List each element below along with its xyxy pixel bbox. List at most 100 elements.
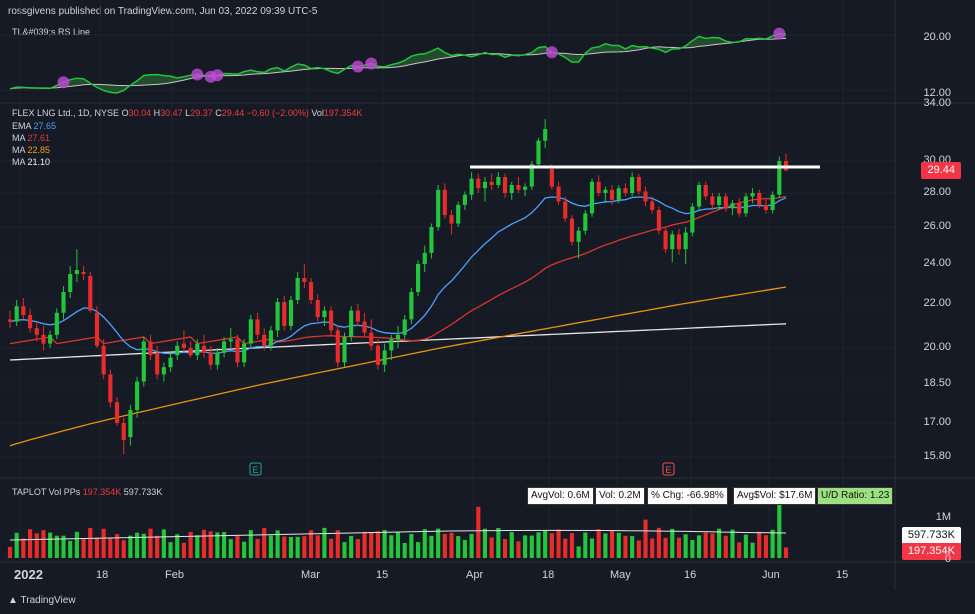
candle-body (155, 352, 160, 375)
candle (195, 339, 200, 360)
candle (609, 185, 615, 205)
volume-bar (609, 530, 615, 558)
candle-body (703, 185, 708, 197)
candle-body (308, 282, 314, 300)
candle (737, 198, 742, 217)
volume-bar (349, 535, 354, 558)
legend-low: 29.37 (190, 108, 213, 118)
rs-new-high-marker (365, 57, 378, 70)
volume-bar (329, 538, 334, 558)
candle-body (362, 321, 367, 333)
volume-bar (135, 532, 140, 558)
candle-body (395, 334, 401, 340)
volume-bar (603, 533, 608, 558)
volume-value: 197.354K (82, 487, 122, 497)
volume-bar (302, 536, 307, 558)
volume-bar (255, 538, 260, 558)
candle (221, 337, 227, 358)
price-tick: 34.00 (923, 97, 951, 109)
volume-bar (248, 530, 253, 558)
candle (710, 193, 715, 210)
candle-body (41, 334, 46, 344)
candle-body (449, 215, 454, 224)
candle-body (596, 181, 601, 193)
volume-bar (569, 533, 575, 558)
candle-body (409, 292, 414, 320)
rs-tick-20: 20.00 (923, 31, 951, 43)
candle (88, 272, 93, 313)
candle-body (342, 337, 347, 363)
legend-change: −0.60 (−2.00%) (246, 108, 309, 118)
candle-body (7, 319, 13, 322)
candle-body (696, 185, 702, 207)
candle (188, 341, 193, 358)
candle (288, 296, 294, 331)
volume-bar (94, 537, 100, 558)
candle-body (148, 341, 153, 356)
volume-bar (362, 531, 367, 558)
candle (48, 330, 53, 348)
volume-bar (549, 533, 554, 558)
candle (68, 266, 73, 298)
candle (442, 183, 447, 219)
earnings-event-icon: E (662, 462, 675, 476)
legend-c-label: C (215, 108, 222, 118)
volume-tick: 1M (935, 511, 951, 523)
last-price-badge: 29.44 (921, 162, 961, 179)
candle (315, 294, 320, 322)
candle (643, 186, 648, 207)
candle-body (656, 210, 661, 231)
candle (375, 339, 381, 370)
candle (382, 343, 387, 372)
candle (543, 118, 548, 148)
candle (235, 334, 240, 368)
volume-bar (529, 535, 534, 558)
volume-bar (456, 536, 461, 558)
candle-body (436, 189, 441, 227)
volume-bar (308, 530, 314, 558)
candle (596, 175, 601, 197)
volume-bar (355, 539, 360, 558)
candle-body (242, 343, 247, 363)
candle (536, 137, 541, 168)
candle (656, 206, 661, 235)
volume-bar (643, 519, 648, 558)
volume-bar (161, 529, 166, 558)
legend-open: 30.04 (128, 108, 152, 118)
candle-body (569, 218, 575, 242)
volume-bar (382, 530, 387, 558)
candle-body (482, 181, 488, 189)
volume-bar (88, 527, 93, 558)
candle (161, 362, 166, 382)
volume-badge: 197.354K (901, 543, 961, 560)
candle-body (502, 177, 508, 193)
candle (476, 173, 481, 193)
price-tick: 15.80 (923, 450, 951, 462)
candle-body (295, 278, 300, 300)
candle-body (589, 181, 595, 214)
candle-body (743, 196, 748, 214)
volume-bar (576, 546, 581, 558)
volume-bar (489, 537, 494, 558)
tradingview-footer[interactable]: ▲ TradingView (8, 595, 76, 606)
candle-body (737, 203, 742, 214)
candle (101, 339, 106, 380)
volume-bars (7, 503, 789, 558)
candle (763, 199, 769, 214)
candle (168, 352, 173, 372)
price-tick: 28.00 (923, 186, 951, 198)
ema-label: EMA (12, 121, 32, 131)
candle (670, 230, 675, 263)
candle-body (777, 161, 782, 195)
candle-body (81, 272, 86, 274)
rs-new-high-marker (545, 46, 558, 59)
candle-body (315, 300, 320, 318)
candle (436, 185, 441, 231)
candle (449, 210, 454, 235)
volume-bar (523, 535, 528, 558)
candle-body (329, 310, 334, 331)
volume-bar (74, 531, 79, 558)
volume-bar (750, 542, 755, 558)
volume-bar (81, 538, 86, 558)
